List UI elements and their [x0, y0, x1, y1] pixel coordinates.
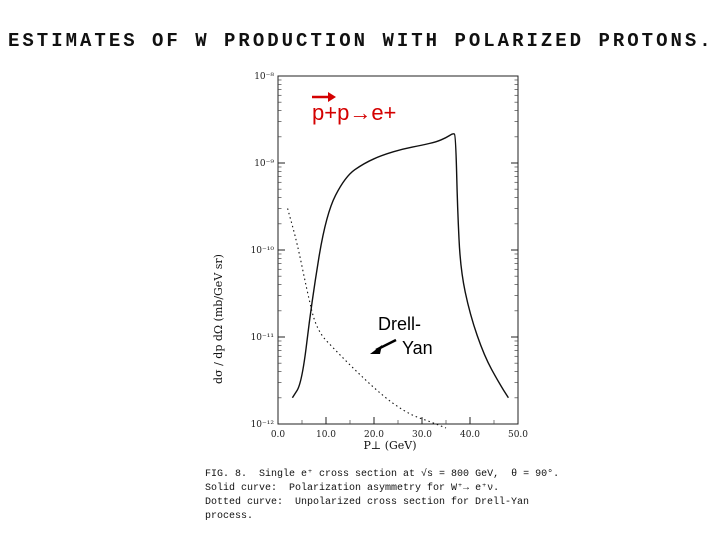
chart: 10⁻¹² 10⁻¹¹ 10⁻¹⁰ 10⁻⁹ 10⁻⁸ 0.0 10.0 20.0 30.0 40…: [212, 72, 529, 452]
y-tick-label: 10⁻⁹: [254, 159, 274, 169]
caption-line: Dotted curve: Unpolarized cross section …: [205, 497, 530, 508]
x-tick-label: 50.0: [508, 430, 528, 440]
y-tick-label: 10⁻¹¹: [251, 333, 274, 343]
page-header: ESTIMATES OF W PRODUCTION WITH POLARIZED…: [8, 30, 712, 52]
plot-frame: [277, 75, 519, 425]
caption-line: FIG. 8. Single e⁺ cross section at √s = …: [205, 469, 560, 480]
caption-line: process.: [205, 511, 254, 522]
drell-yan-label-line1: Drell-: [378, 314, 421, 334]
y-tick-label: 10⁻⁸: [254, 72, 274, 82]
y-axis-label: dσ / dp dΩ (mb/GeV sr): [212, 254, 225, 384]
chart-axes: [277, 75, 519, 425]
drell-yan-annotation: Drell- Yan: [370, 314, 433, 358]
y-tick-label: 10⁻¹⁰: [251, 246, 275, 256]
reaction-annotation: p+p→e+: [312, 92, 396, 125]
x-tick-label: 10.0: [316, 430, 336, 440]
y-tick-label: 10⁻¹²: [251, 420, 275, 430]
reaction-label: p+p→e+: [312, 100, 396, 125]
polarization-arrow-head: [328, 92, 336, 102]
series-line-asymmetry: [291, 133, 509, 399]
x-tick-label: 20.0: [364, 430, 384, 440]
page-title: ESTIMATES OF W PRODUCTION WITH POLARIZED…: [8, 30, 712, 52]
caption-line: Solid curve: Polarization asymmetry for …: [205, 483, 500, 494]
drell-yan-arrow-head: [370, 345, 382, 354]
x-tick-label: 40.0: [460, 430, 480, 440]
figure-caption: FIG. 8. Single e⁺ cross section at √s = …: [205, 468, 565, 524]
chart-ticks: 10⁻¹² 10⁻¹¹ 10⁻¹⁰ 10⁻⁹ 10⁻⁸ 0.0 10.0 20.0 30.0 40…: [251, 72, 529, 440]
x-tick-label: 30.0: [412, 430, 432, 440]
series-line-drell-yan: [287, 208, 447, 429]
x-tick-label: 0.0: [271, 430, 286, 440]
drell-yan-label-line2: Yan: [402, 338, 433, 358]
chart-series-layer: [287, 133, 509, 429]
x-axis-label: P⊥ (GeV): [363, 439, 416, 452]
